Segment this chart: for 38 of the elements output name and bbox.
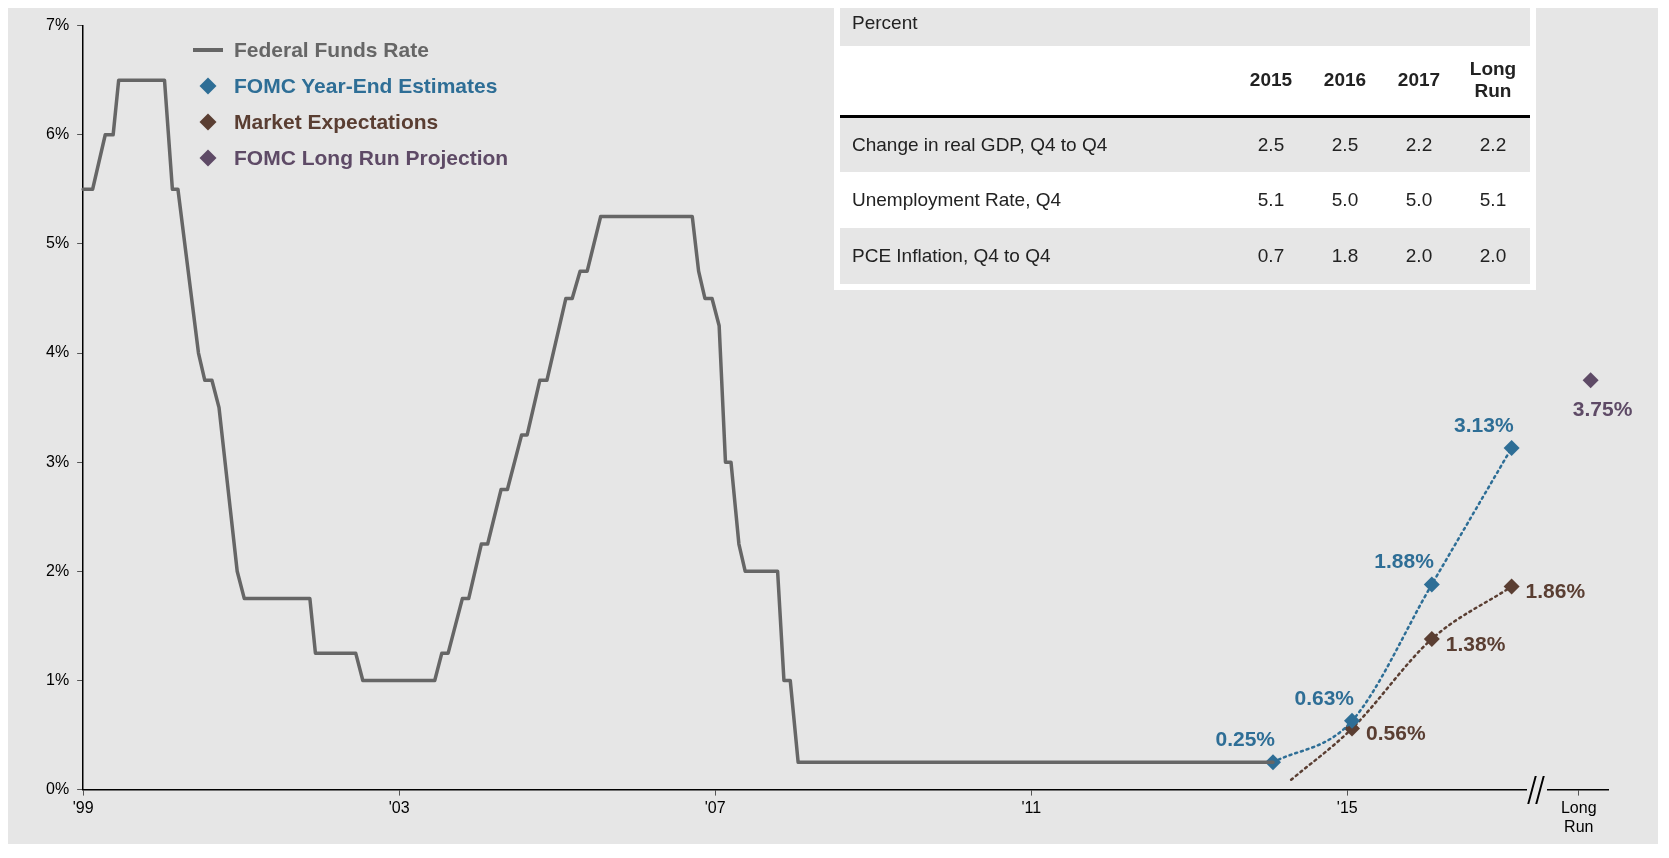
data-label: 3.13% (1454, 412, 1514, 436)
y-tick-label: 2% (46, 561, 70, 579)
y-tick-label: 0% (46, 780, 70, 798)
category-label: 2016 (1322, 68, 1368, 93)
data-label: 0.56% (1366, 721, 1426, 745)
data-label: 1.88% (1374, 549, 1435, 573)
y-tick-label: 3% (46, 452, 70, 470)
data-label: 0.63% (1294, 685, 1355, 709)
point (1503, 578, 1520, 595)
x-tick-label: '07 (704, 798, 726, 816)
category-label: 2017 (1396, 68, 1442, 93)
y-tick-label: 6% (46, 125, 70, 143)
point (1423, 576, 1440, 593)
data-label: 1.86% (1525, 579, 1586, 603)
y-tick-label: 4% (46, 343, 70, 361)
legend-label: Market Expectations (234, 110, 439, 134)
text: Percent (840, 8, 1530, 46)
category-label: 2015 (1248, 68, 1294, 93)
data-label: 3.75% (1572, 397, 1633, 421)
y-tick-label: 1% (46, 670, 70, 688)
data-label: 1.38% (1445, 631, 1506, 655)
x-tick-label: '03 (388, 798, 410, 816)
legend-label: Federal Funds Rate (234, 38, 429, 62)
category-label: Long Run (1468, 57, 1518, 104)
x-tick-label: '99 (72, 798, 94, 816)
data-label: 0.25% (1215, 727, 1276, 751)
point (1503, 439, 1520, 456)
point (1582, 372, 1599, 389)
x-tick-label: '11 (1021, 798, 1042, 816)
point (1344, 712, 1361, 729)
point (1423, 630, 1440, 647)
legend-label: FOMC Long Run Projection (234, 146, 509, 170)
y-tick-label: 5% (46, 234, 70, 252)
x-tick-label: Long Run (1560, 798, 1597, 835)
table-row-stripe: Unemployment Rate, Q4 5.1 5.0 5.0 5.1 (840, 172, 1530, 228)
y-tick-label: 7% (46, 16, 70, 34)
x-tick-label: '15 (1336, 798, 1358, 816)
legend-label: FOMC Year-End Estimates (234, 74, 498, 98)
